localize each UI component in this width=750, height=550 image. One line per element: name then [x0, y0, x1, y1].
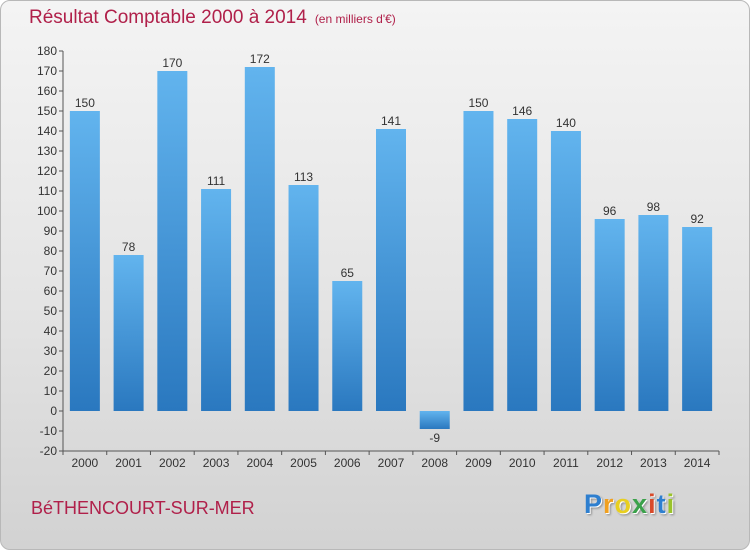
bar [507, 119, 538, 411]
x-tick-label: 2006 [334, 456, 361, 470]
bar-value-label: 92 [690, 212, 704, 226]
x-tick-label: 2013 [640, 456, 667, 470]
y-tick-label: 90 [44, 224, 58, 238]
x-tick-label: 2002 [159, 456, 186, 470]
x-tick-label: 2009 [465, 456, 492, 470]
bar-value-label: 141 [381, 114, 401, 128]
y-tick-label: 130 [37, 144, 57, 158]
x-tick-label: 2001 [115, 456, 142, 470]
y-tick-label: 70 [44, 264, 58, 278]
y-tick-label: 80 [44, 244, 58, 258]
proxiti-logo: Proxiti [584, 489, 676, 519]
x-tick-label: 2007 [378, 456, 405, 470]
x-tick-label: 2012 [596, 456, 623, 470]
bar-value-label: 113 [294, 170, 313, 184]
bar-value-label: 98 [647, 200, 661, 214]
x-tick-label: 2014 [684, 456, 711, 470]
bar-value-label: 150 [468, 96, 488, 110]
y-tick-label: 40 [44, 324, 58, 338]
x-tick-label: 2000 [72, 456, 99, 470]
y-tick-label: -20 [40, 444, 58, 458]
chart-subtitle: (en milliers d'€) [314, 12, 396, 26]
bars [69, 67, 713, 429]
x-tick-label: 2005 [290, 456, 317, 470]
x-tick-label: 2004 [246, 456, 273, 470]
y-tick-label: 180 [37, 44, 57, 58]
x-tick-label: 2008 [421, 456, 448, 470]
y-tick-label: 110 [38, 184, 57, 198]
bar [550, 131, 581, 411]
bar-value-label: 140 [556, 116, 576, 130]
chart-title: Résultat Comptable 2000 à 2014 (en millie… [29, 7, 396, 29]
bar [244, 67, 275, 411]
y-tick-label: 0 [50, 404, 57, 418]
bar-value-label: 78 [122, 240, 136, 254]
chart-title-text: Résultat Comptable 2000 à 2014 [29, 7, 307, 28]
y-tick-label: 120 [37, 164, 57, 178]
bar-value-label: 170 [162, 56, 182, 70]
bar-value-label: 172 [250, 52, 270, 66]
bar [419, 411, 450, 429]
bar [463, 111, 494, 411]
bar-value-label: -9 [429, 431, 440, 445]
bar [638, 215, 669, 411]
bar [594, 219, 625, 411]
axes: -20 -10 0 10 20 30 40 50 60 70 80 90 100 110 120 130 140… [37, 44, 720, 470]
bar-value-label: 146 [512, 104, 532, 118]
y-tick-label: 50 [44, 304, 58, 318]
bar-value-label: 65 [341, 266, 355, 280]
bar [332, 281, 363, 411]
bar [157, 71, 188, 411]
y-tick-label: 20 [44, 364, 58, 378]
x-tick-label: 2011 [553, 456, 579, 470]
data-labels: 150 78 170 111 172 113 65 141 -9 150 146 140 96 98 92 [75, 52, 704, 445]
y-tick-label: 60 [44, 284, 58, 298]
bar [69, 111, 100, 411]
bar [376, 129, 406, 411]
y-tick-label: 10 [44, 384, 58, 398]
bar [201, 189, 232, 411]
y-tick-label: 150 [37, 104, 57, 118]
y-tick-label: 170 [37, 64, 57, 78]
y-tick-label: -10 [40, 424, 58, 438]
x-tick-label: 2010 [509, 456, 536, 470]
y-tick-label: 100 [37, 204, 57, 218]
bar-value-label: 150 [75, 96, 95, 110]
bar-value-label: 96 [603, 204, 617, 218]
y-tick-label: 140 [37, 124, 57, 138]
commune-name: BéTHENCOURT-SUR-MER [31, 498, 255, 518]
bar [288, 185, 319, 411]
bar-value-label: 111 [207, 174, 226, 188]
bar [113, 255, 144, 411]
y-tick-label: 160 [37, 84, 57, 98]
bar [682, 227, 713, 411]
y-tick-label: 30 [44, 344, 58, 358]
x-tick-label: 2003 [203, 456, 230, 470]
